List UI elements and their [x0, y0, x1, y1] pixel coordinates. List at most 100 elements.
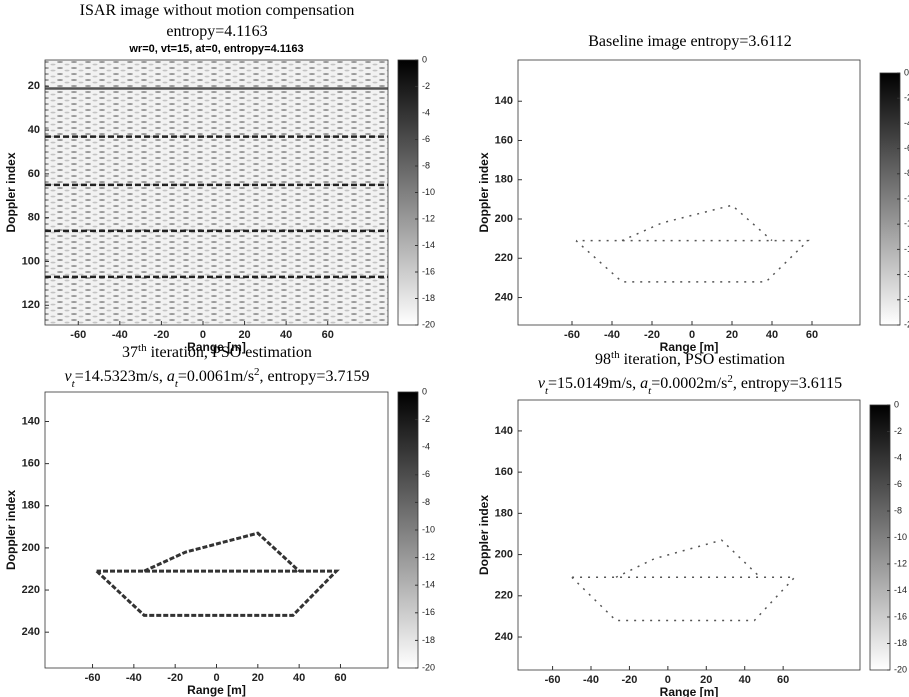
title-part: t: [72, 378, 76, 390]
colorbar-tick-label: -10: [894, 532, 907, 542]
x-tick-label: 20: [700, 674, 712, 686]
title-part: , entropy=3.6115: [733, 375, 842, 392]
colorbar-tick-label: -8: [894, 505, 902, 515]
x-axis-label: Range [m]: [660, 340, 719, 354]
chart-title: vt=14.5323m/s, at=0.0061m/s2, entropy=3.…: [65, 366, 370, 390]
chart-title: 37th iteration, PSO estimation: [122, 342, 312, 361]
ship-outline: [95, 569, 340, 617]
title-part: t: [648, 385, 652, 397]
title-part: =15.0149m/s,: [548, 375, 640, 392]
y-tick-label: 40: [28, 124, 40, 136]
colorbar-tick-label: -6: [422, 469, 430, 479]
colorbar-tick-label: -18: [422, 293, 435, 303]
x-tick-label: -60: [545, 674, 561, 686]
title-part: th: [138, 342, 147, 354]
colorbar-tick-label: -14: [422, 240, 435, 250]
y-axis-label: Doppler index: [4, 152, 18, 232]
colorbar-tick-label: -8: [422, 160, 430, 170]
title-part: , entropy=3.7159: [260, 368, 370, 385]
plot-frame: [44, 59, 389, 326]
title-part: 2: [254, 366, 260, 378]
colorbar-tick-label: -6: [422, 134, 430, 144]
x-tick-label: -40: [112, 329, 128, 341]
y-tick-label: 180: [22, 500, 40, 512]
x-tick-label: 0: [665, 674, 671, 686]
x-tick-label: -60: [70, 329, 86, 341]
y-tick-label: 20: [28, 80, 40, 92]
chart-title: vt=15.0149m/s, at=0.0002m/s2, entropy=3.…: [538, 373, 842, 397]
subtitle: wr=0, vt=15, at=0, entropy=4.1163: [128, 43, 303, 55]
image: [518, 400, 860, 670]
x-tick-label: -60: [85, 672, 101, 684]
image: [518, 60, 860, 325]
x-tick-label: -20: [167, 672, 183, 684]
x-axis-label: Range [m]: [187, 683, 246, 697]
chart-title: entropy=4.1163: [166, 23, 267, 40]
title-part: 37: [122, 344, 138, 361]
y-tick-label: 160: [495, 134, 513, 146]
title-part: =0.0061m/s: [178, 368, 254, 385]
title-part: Baseline image entropy=3.6112: [588, 33, 792, 50]
colorbar-tick-label: -20: [894, 664, 907, 674]
colorbar-tick-label: -12: [422, 552, 435, 562]
y-tick-label: 240: [495, 631, 513, 643]
colorbar-tick-label: 0: [904, 67, 909, 77]
y-tick-label: 100: [22, 255, 40, 267]
x-tick-label: -20: [621, 674, 637, 686]
colorbar-tick-label: -10: [904, 193, 909, 203]
colorbar-tick-label: -4: [894, 452, 902, 462]
x-tick-label: 20: [252, 672, 264, 684]
x-tick-label: -40: [126, 672, 142, 684]
image-bg: [45, 392, 388, 668]
x-tick-label: -20: [153, 329, 169, 341]
colorbar-tick-label: -12: [894, 558, 907, 568]
colorbar-tick-label: -18: [904, 294, 909, 304]
y-tick-label: 220: [495, 590, 513, 602]
colorbar-tick-label: -14: [904, 244, 909, 254]
x-tick-label: -40: [583, 674, 599, 686]
x-tick-label: -20: [644, 329, 660, 341]
y-tick-label: 160: [495, 466, 513, 478]
y-tick-label: 140: [22, 415, 40, 427]
colorbar-tick-label: -4: [422, 107, 430, 117]
colorbar-tick-label: -14: [422, 580, 435, 590]
chart-title: ISAR image without motion compensation: [80, 2, 355, 19]
y-axis-label: Doppler index: [4, 490, 18, 570]
y-tick-label: 120: [22, 299, 40, 311]
x-tick-label: 40: [293, 672, 305, 684]
colorbar-tick-label: -16: [422, 607, 435, 617]
x-tick-label: 60: [322, 329, 334, 341]
chart-title: 98th iteration, PSO estimation: [595, 349, 785, 368]
colorbar-tick-label: -10: [422, 524, 435, 534]
colorbar-tick-label: -4: [422, 442, 430, 452]
colorbar-tick-label: -2: [894, 426, 902, 436]
colorbar-tick-label: -18: [894, 638, 907, 648]
y-tick-label: 200: [22, 542, 40, 554]
x-axis-label: Range [m]: [187, 340, 246, 354]
ship-outline: [575, 239, 810, 283]
colorbar-tick-label: -2: [422, 81, 430, 91]
image: [45, 60, 388, 325]
title-part: 2: [727, 373, 733, 385]
y-axis-label: Doppler index: [477, 495, 491, 575]
title-part: a: [167, 368, 175, 385]
colorbar-tick-label: -2: [422, 414, 430, 424]
y-tick-label: 200: [495, 548, 513, 560]
y-tick-label: 220: [22, 584, 40, 596]
x-tick-label: 0: [200, 329, 206, 341]
x-tick-label: 40: [766, 329, 778, 341]
chart-title: Baseline image entropy=3.6112: [588, 33, 792, 50]
plot-frame: [517, 399, 861, 671]
title-part: iteration, PSO estimation: [620, 351, 785, 368]
colorbar-tick-label: -20: [422, 662, 435, 672]
colorbar-tick-label: -14: [894, 585, 907, 595]
x-tick-label: 20: [726, 329, 738, 341]
y-tick-label: 160: [22, 458, 40, 470]
title-part: iteration, PSO estimation: [147, 344, 312, 361]
x-tick-label: 20: [238, 329, 250, 341]
colorbar-tick-label: -20: [422, 319, 435, 329]
x-tick-label: 40: [739, 674, 751, 686]
colorbar-tick-label: 0: [422, 386, 427, 396]
y-axis-label: Doppler index: [477, 152, 491, 232]
